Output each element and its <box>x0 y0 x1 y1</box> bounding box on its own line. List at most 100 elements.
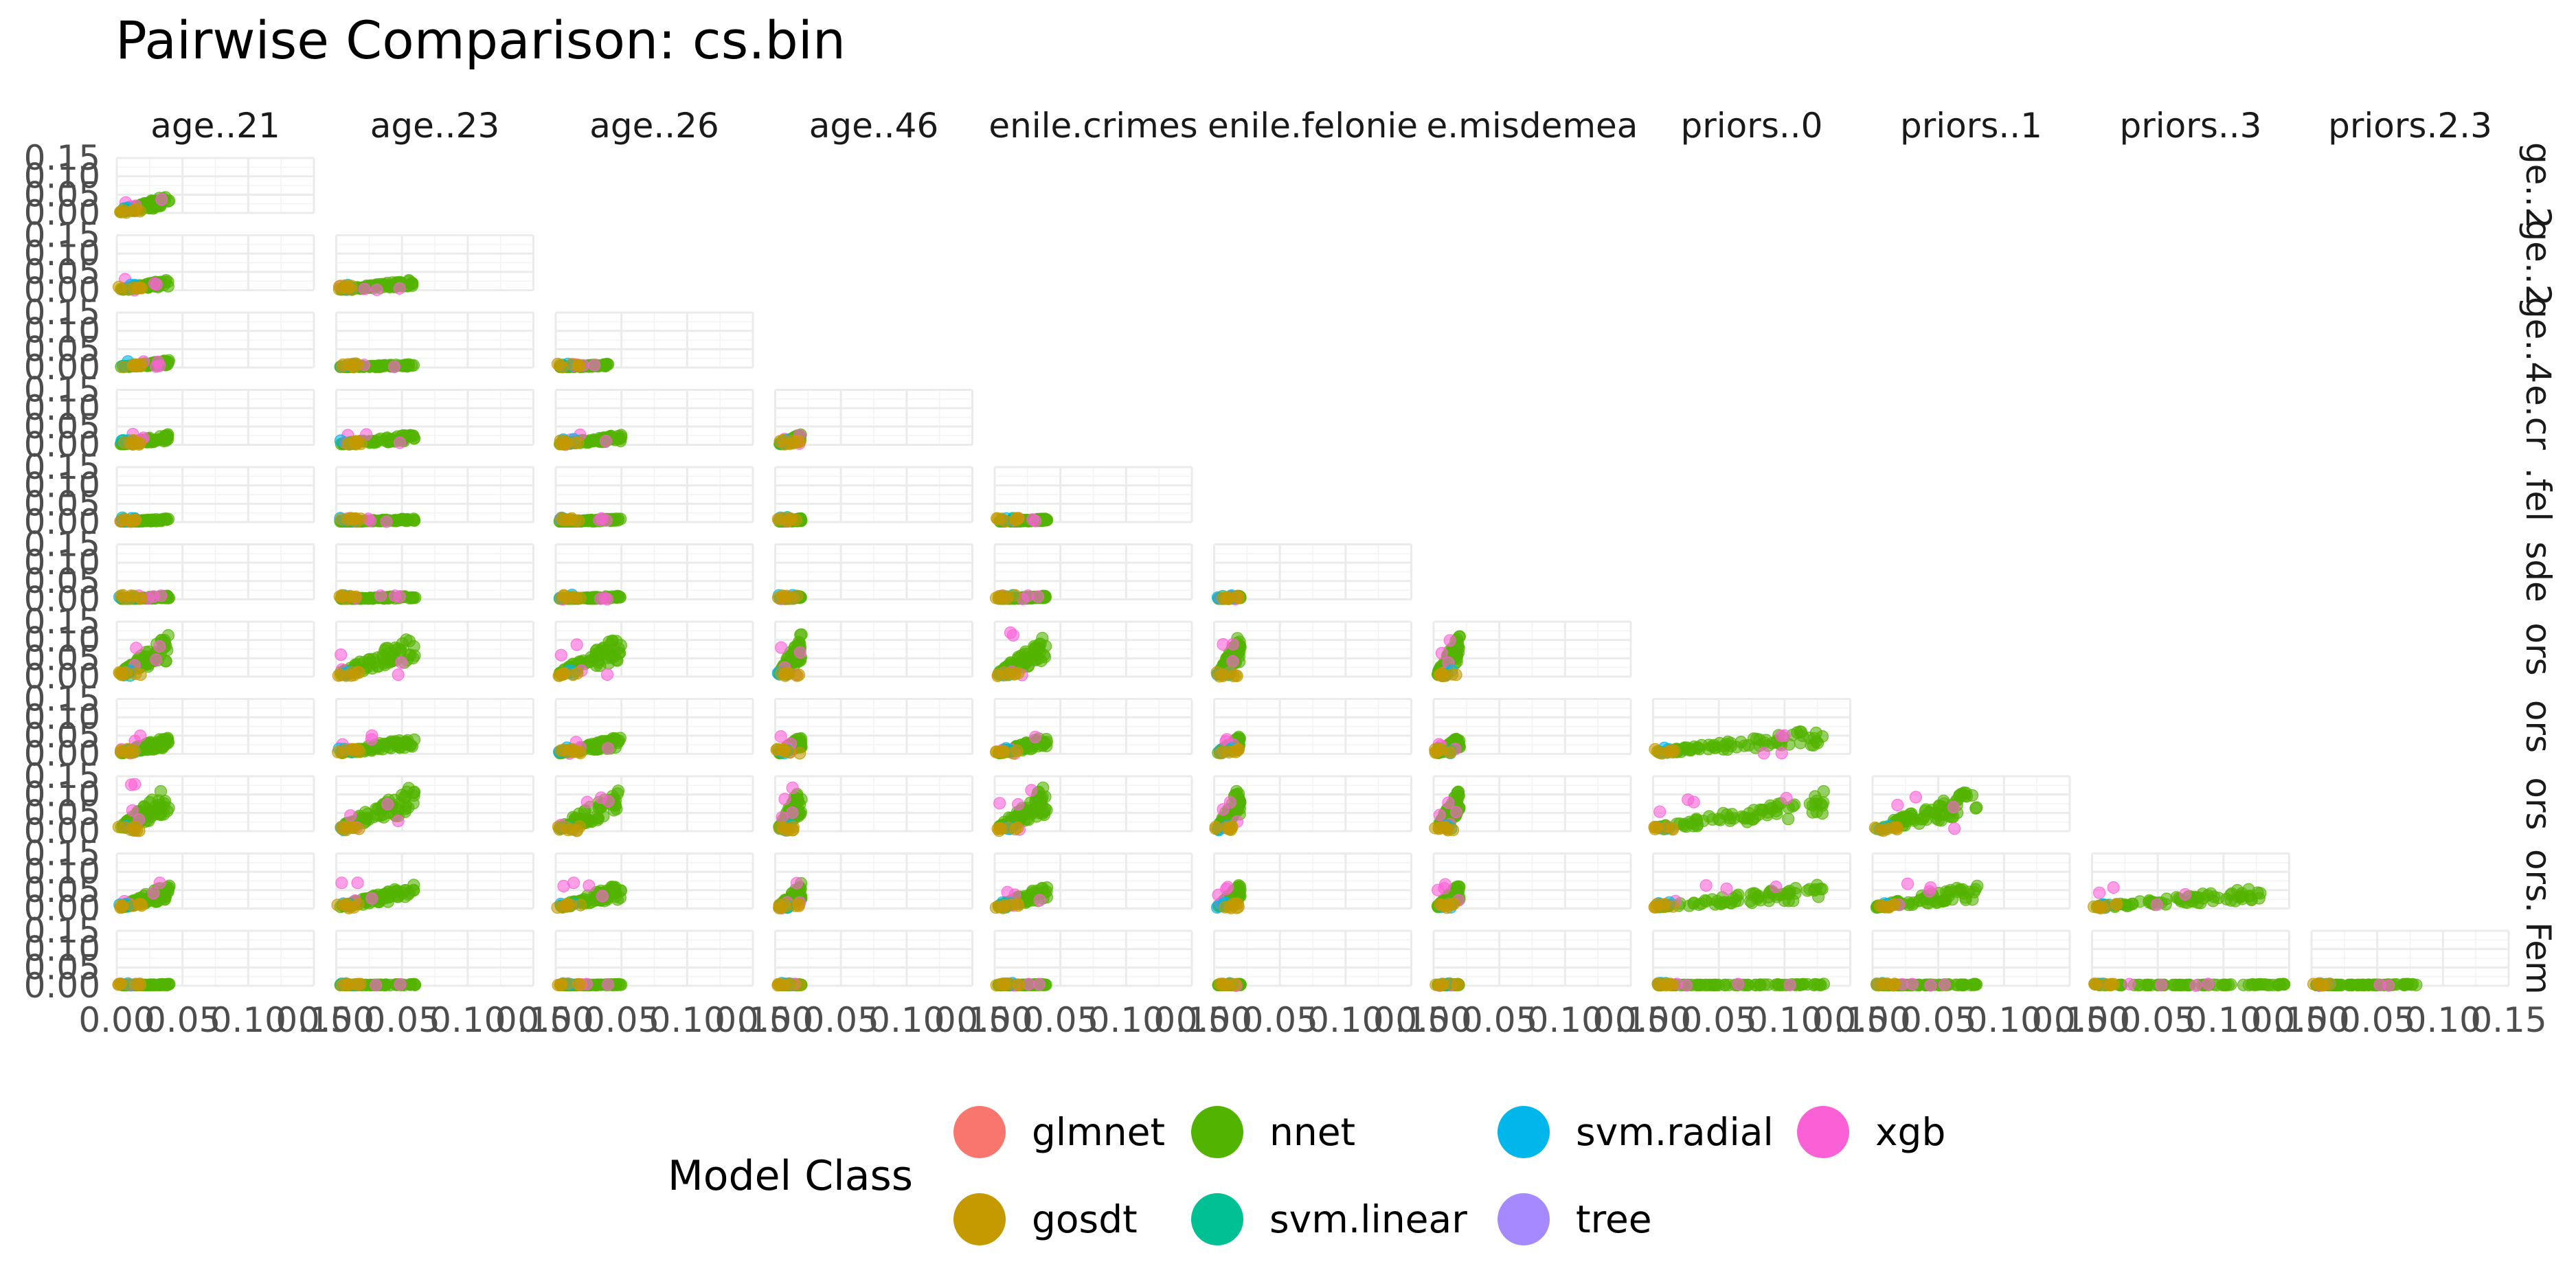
data-point-nnet <box>362 592 375 605</box>
data-point-gosdt <box>348 435 361 448</box>
data-point-xgb <box>395 656 408 669</box>
data-point-xgb <box>381 798 394 811</box>
data-point-nnet <box>1036 631 1049 645</box>
data-point-gosdt <box>572 514 585 527</box>
data-point-nnet <box>1717 740 1730 753</box>
data-point-xgb <box>1653 805 1667 818</box>
data-point-xgb <box>1947 800 1960 814</box>
data-point-xgb <box>580 795 594 809</box>
data-point-xgb <box>393 282 406 295</box>
data-point-nnet <box>1764 802 1778 815</box>
data-point-xgb <box>596 890 609 903</box>
facet-panel <box>114 157 315 219</box>
data-point-nnet <box>1746 813 1759 826</box>
data-point-xgb <box>134 729 147 743</box>
facet-panel <box>553 466 754 528</box>
data-point-nnet <box>584 653 598 667</box>
facet-panel <box>1210 620 1412 683</box>
data-point-xgb <box>602 795 615 808</box>
facet-panel <box>552 698 754 760</box>
data-point-nnet <box>146 743 159 756</box>
data-point-nnet <box>369 360 382 374</box>
facet-panel <box>332 620 534 682</box>
data-point-nnet <box>407 591 420 604</box>
data-point-xgb <box>126 804 139 817</box>
data-point-xgb <box>1682 793 1695 806</box>
data-point-nnet <box>152 800 166 814</box>
facet-panel <box>1209 775 1412 837</box>
data-point-xgb <box>392 668 405 681</box>
data-point-xgb <box>600 514 613 527</box>
data-point-nnet <box>159 512 172 526</box>
chart-title: Pairwise Comparison: cs.bin <box>115 10 846 71</box>
data-point-nnet <box>400 736 414 749</box>
data-point-gosdt <box>559 438 572 451</box>
facet-panel <box>112 234 315 297</box>
facet-panel <box>991 775 1193 837</box>
data-point-xgb <box>1775 747 1788 760</box>
data-point-gosdt <box>1449 668 1462 681</box>
data-point-gosdt <box>133 282 146 295</box>
data-point-nnet <box>1452 789 1465 802</box>
facet-panel <box>331 852 534 915</box>
facet-panel <box>991 620 1193 683</box>
data-point-gosdt <box>566 743 579 756</box>
facet-panel <box>1211 543 1412 606</box>
data-point-xgb <box>588 359 601 372</box>
data-point-xgb <box>778 793 791 806</box>
data-point-nnet <box>1917 813 1930 826</box>
facet-panel <box>989 543 1193 606</box>
data-point-nnet <box>585 896 598 909</box>
data-point-nnet <box>1015 809 1028 822</box>
facet-panel <box>333 543 534 605</box>
facet-panel <box>114 466 315 528</box>
data-point-gosdt <box>117 204 130 217</box>
facet-panel <box>1648 775 1851 836</box>
facet-panel <box>1649 698 1851 760</box>
facet-grid: 0.000.050.100.150.000.050.100.150.000.05… <box>24 138 2547 1040</box>
data-point-nnet <box>1720 808 1734 822</box>
data-point-xgb <box>1775 730 1788 743</box>
data-point-gosdt <box>133 205 146 218</box>
data-point-xgb <box>786 781 799 794</box>
facet-panel <box>332 234 534 296</box>
facet-panel <box>553 389 754 451</box>
data-point-gosdt <box>1213 670 1226 683</box>
data-point-xgb <box>153 640 166 653</box>
data-point-xgb <box>365 892 379 905</box>
data-point-nnet <box>614 639 628 652</box>
data-point-gosdt <box>999 668 1013 681</box>
data-point-nnet <box>1803 798 1816 811</box>
data-point-xgb <box>150 653 163 666</box>
data-point-nnet <box>1782 813 1795 826</box>
data-point-gosdt <box>777 821 790 834</box>
data-point-xgb <box>1226 637 1239 651</box>
data-point-gosdt <box>572 359 585 372</box>
data-point-gosdt <box>343 900 357 914</box>
data-point-nnet <box>604 637 617 651</box>
data-point-nnet <box>150 433 164 447</box>
data-point-xgb <box>147 887 160 900</box>
data-point-nnet <box>154 784 168 798</box>
data-point-gosdt <box>350 590 363 603</box>
data-point-gosdt <box>1012 512 1025 525</box>
data-point-xgb <box>148 277 161 290</box>
data-point-gosdt <box>781 515 794 528</box>
data-point-xgb <box>1909 791 1923 804</box>
facet-panel <box>990 698 1193 760</box>
data-point-xgb <box>570 638 583 651</box>
data-point-xgb <box>790 877 803 890</box>
data-point-xgb <box>1011 798 1025 811</box>
data-point-gosdt <box>561 821 574 835</box>
data-point-xgb <box>1948 822 1961 835</box>
data-point-gosdt <box>1229 669 1242 682</box>
data-point-nnet <box>608 649 621 663</box>
data-point-nnet <box>365 662 379 675</box>
data-point-nnet <box>585 741 598 754</box>
facet-panel <box>771 620 973 682</box>
facet-panel <box>1212 698 1412 760</box>
data-point-gosdt <box>993 591 1006 605</box>
data-point-xgb <box>1891 798 1904 812</box>
data-point-gosdt <box>114 515 127 528</box>
data-point-nnet <box>405 276 419 290</box>
